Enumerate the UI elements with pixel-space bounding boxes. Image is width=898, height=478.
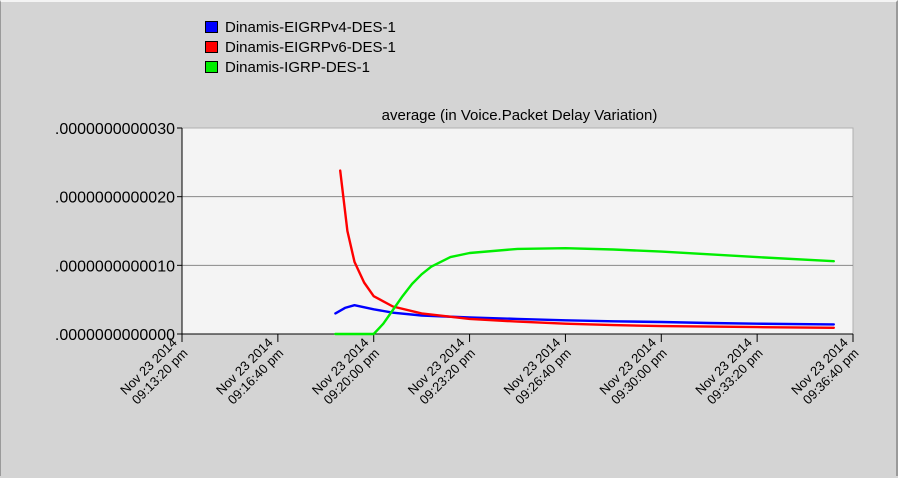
- y-tick-label: .0000000000010: [55, 258, 175, 275]
- y-tick-label: .0000000000030: [55, 121, 175, 138]
- y-tick-label: .0000000000020: [55, 190, 175, 207]
- legend-swatch: [205, 61, 218, 73]
- series-line-1: [334, 304, 835, 326]
- legend-swatch: [205, 21, 218, 33]
- chart-title: average (in Voice.Packet Delay Variation…: [382, 107, 658, 124]
- legend-label: Dinamis-IGRP-DES-1: [225, 58, 371, 76]
- legend-label: Dinamis-EIGRPv6-DES-1: [225, 38, 396, 56]
- y-tick-label: .0000000000000: [55, 327, 175, 344]
- legend-item-1: Dinamis-EIGRPv4-DES-1: [205, 17, 396, 37]
- legend-label: Dinamis-EIGRPv4-DES-1: [225, 18, 396, 36]
- series-line-3: [334, 246, 835, 336]
- series-line-2: [339, 169, 835, 329]
- legend-item-3: Dinamis-IGRP-DES-1: [205, 57, 396, 77]
- plot-area: [181, 127, 854, 335]
- legend-item-2: Dinamis-EIGRPv6-DES-1: [205, 37, 396, 57]
- legend: Dinamis-EIGRPv4-DES-1 Dinamis-EIGRPv6-DES…: [205, 17, 396, 77]
- legend-swatch: [205, 41, 218, 53]
